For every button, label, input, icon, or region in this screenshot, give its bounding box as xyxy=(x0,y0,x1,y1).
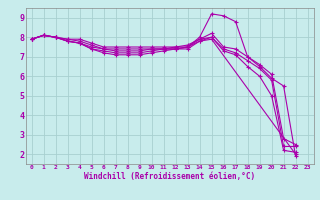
X-axis label: Windchill (Refroidissement éolien,°C): Windchill (Refroidissement éolien,°C) xyxy=(84,172,255,181)
